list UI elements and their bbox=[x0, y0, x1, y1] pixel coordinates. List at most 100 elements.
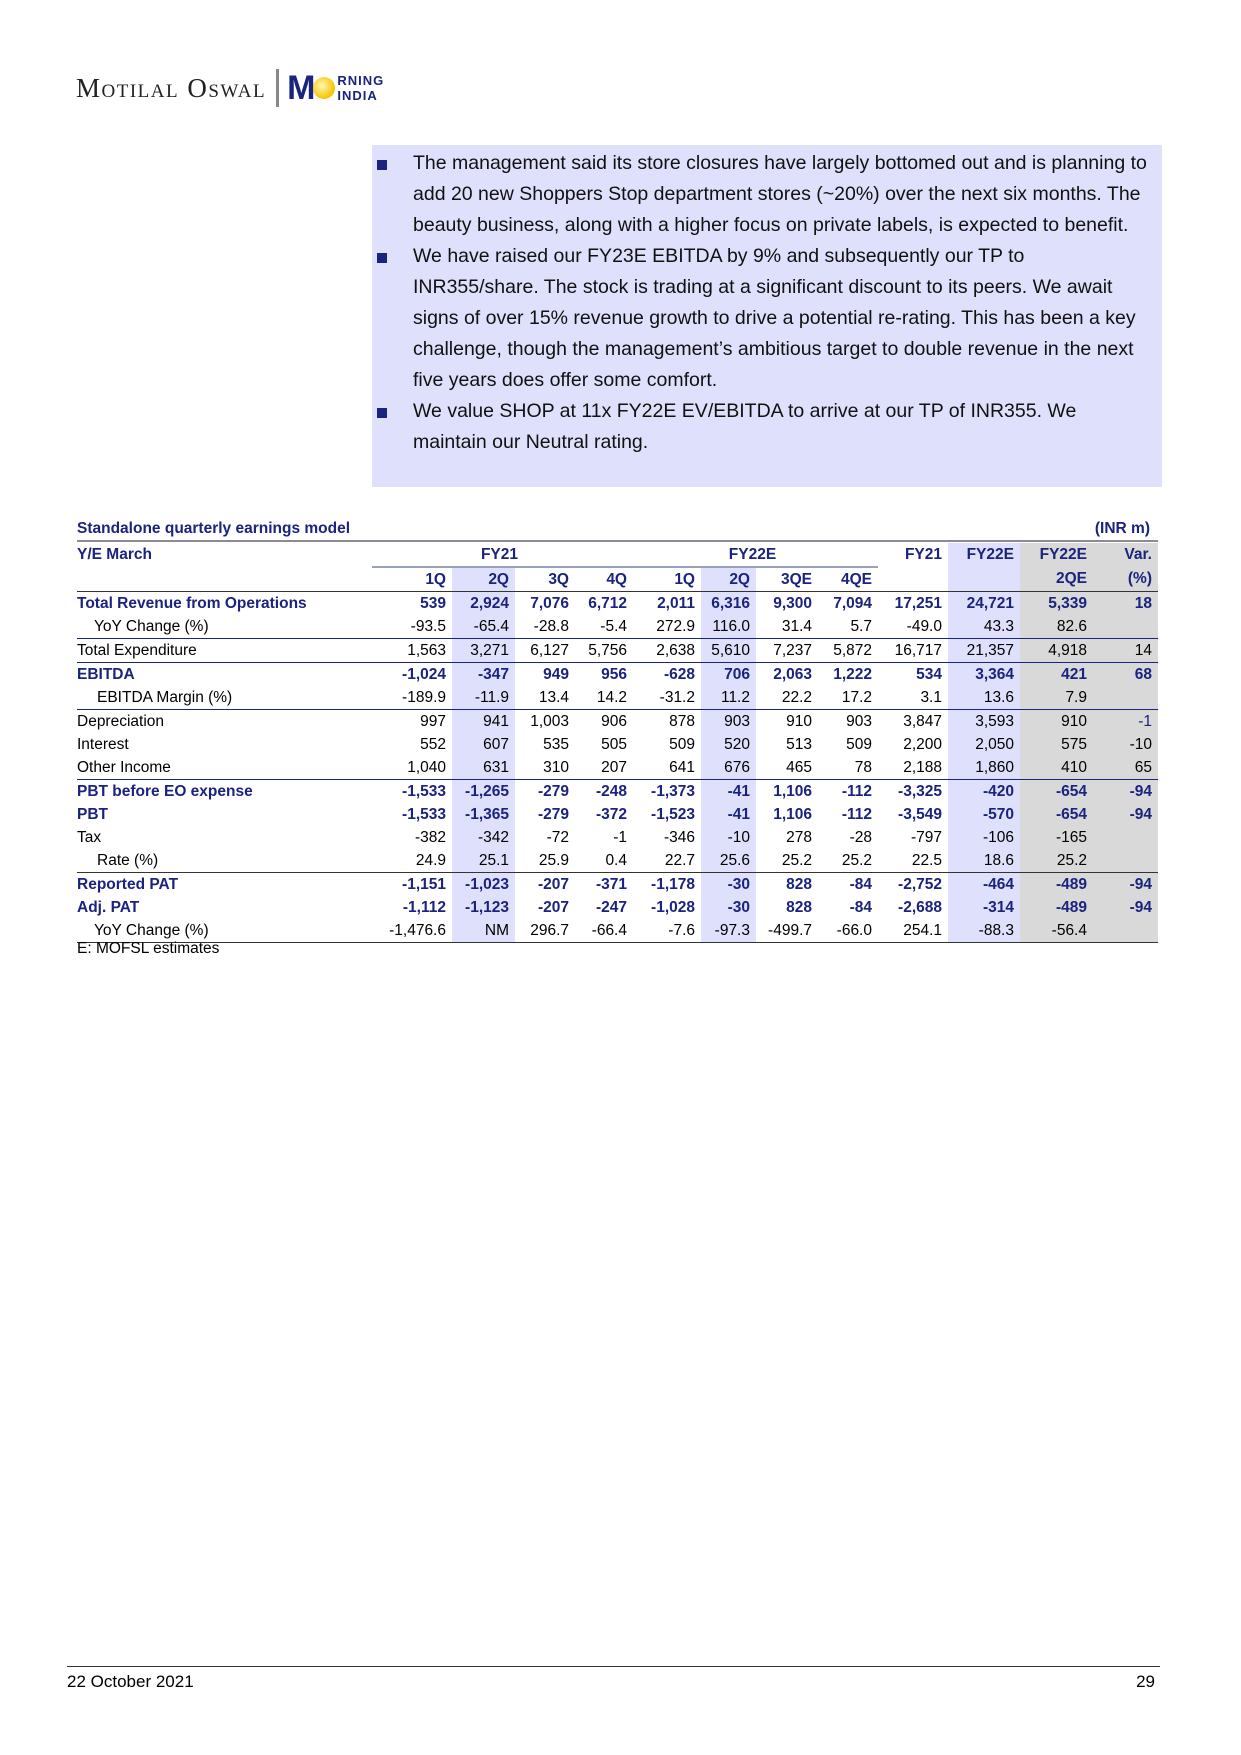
row-value: -372 bbox=[595, 805, 627, 823]
header-fy22e-2qe: FY22E bbox=[1020, 543, 1093, 567]
table-row: Adj. PAT -1,112 -1,123 -207 -247 -1,028 -30 828… bbox=[77, 896, 1158, 919]
page-number: 29 bbox=[1136, 1672, 1155, 1691]
row-value: 5,610 bbox=[701, 638, 756, 663]
header-quarter: 3QE bbox=[756, 567, 818, 592]
row-value: 3,364 bbox=[948, 662, 1020, 686]
row-value: -1 bbox=[613, 828, 627, 846]
row-value bbox=[1093, 919, 1158, 943]
row-value: 505 bbox=[601, 735, 627, 753]
earnings-table: Y/E March FY21 FY22E FY21 FY22E FY22E Var. 1Q 2Q… bbox=[77, 543, 1158, 943]
header-quarter bbox=[878, 567, 948, 592]
logo-m: M bbox=[287, 68, 316, 107]
logo-bottom: INDIA bbox=[337, 88, 378, 103]
row-value: 13.4 bbox=[515, 686, 575, 710]
row-value: -65.4 bbox=[452, 615, 515, 639]
row-value bbox=[1093, 849, 1158, 873]
footer-divider bbox=[67, 1666, 1160, 1667]
row-value: 520 bbox=[701, 733, 756, 756]
row-value: -28.8 bbox=[515, 615, 575, 639]
header-fy21-group: FY21 bbox=[372, 543, 633, 568]
table-unit: (INR m) bbox=[1094, 520, 1150, 537]
brand-logo-text: Motilal Oswal bbox=[76, 72, 267, 103]
row-label: Depreciation bbox=[77, 712, 165, 730]
row-value: 2,050 bbox=[948, 733, 1020, 756]
row-label: EBITDA Margin (%) bbox=[77, 686, 372, 710]
row-label: Tax bbox=[77, 828, 102, 846]
row-value: -66.4 bbox=[575, 919, 633, 943]
row-value: 1,106 bbox=[773, 782, 812, 800]
row-label: Adj. PAT bbox=[77, 898, 140, 916]
row-value: 14 bbox=[1093, 638, 1158, 663]
header-quarter: 1Q bbox=[633, 567, 701, 592]
bullet-point: We have raised our FY23E EBITDA by 9% an… bbox=[372, 241, 1152, 396]
row-value: 5,339 bbox=[1020, 591, 1093, 615]
row-value: 575 bbox=[1020, 733, 1093, 756]
row-value: 25.2 bbox=[818, 849, 878, 873]
row-value: -279 bbox=[537, 805, 569, 823]
table-row: Reported PAT -1,151 -1,023 -207 -371 -1,178 -3… bbox=[77, 872, 1158, 896]
row-value: 7,076 bbox=[530, 594, 569, 612]
row-value: -248 bbox=[595, 782, 627, 800]
bullet-point: The management said its store closures h… bbox=[372, 148, 1152, 241]
row-value: 310 bbox=[515, 756, 575, 780]
row-value: 17.2 bbox=[818, 686, 878, 710]
row-value: 7,237 bbox=[756, 638, 818, 663]
row-value bbox=[1093, 615, 1158, 639]
row-label: Total Revenue from Operations bbox=[77, 594, 307, 612]
row-value: 65 bbox=[1093, 756, 1158, 780]
bullet-text: We have raised our FY23E EBITDA by 9% an… bbox=[413, 245, 1136, 391]
row-value: 828 bbox=[786, 898, 812, 916]
row-value: 1,222 bbox=[833, 665, 872, 683]
table-row: EBITDA -1,024 -347 949 956 -628 706 2,063 1,222 5… bbox=[77, 662, 1158, 686]
row-value: -371 bbox=[595, 875, 627, 893]
table-row: YoY Change (%) -93.5 -65.4 -28.8 -5.4 272.9 11… bbox=[77, 615, 1158, 639]
row-value: -66.0 bbox=[818, 919, 878, 943]
row-label: Reported PAT bbox=[77, 875, 179, 893]
row-value: -84 bbox=[849, 875, 872, 893]
row-value: 2,011 bbox=[657, 594, 695, 612]
row-value: 25.6 bbox=[701, 849, 756, 873]
row-value: -570 bbox=[948, 803, 1020, 826]
row-value: 0.4 bbox=[575, 849, 633, 873]
row-value: 13.6 bbox=[948, 686, 1020, 710]
row-value: -11.9 bbox=[452, 686, 515, 710]
row-value: 17,251 bbox=[894, 594, 942, 612]
row-value: NM bbox=[452, 919, 515, 943]
row-value: 22.2 bbox=[756, 686, 818, 710]
row-value: 906 bbox=[601, 712, 627, 730]
row-value: 9,300 bbox=[773, 594, 812, 612]
header-quarter: 3Q bbox=[515, 567, 575, 592]
row-value: 5,872 bbox=[818, 638, 878, 663]
row-value: 6,316 bbox=[701, 591, 756, 615]
row-value: 31.4 bbox=[756, 615, 818, 639]
row-value: -1,023 bbox=[452, 872, 515, 896]
row-value: 676 bbox=[701, 756, 756, 780]
morning-india-logo: M RNING INDIA bbox=[287, 69, 384, 108]
header-var: Var. bbox=[1093, 543, 1158, 567]
logo: Motilal Oswal M RNING INDIA bbox=[76, 66, 384, 110]
row-value: -165 bbox=[1020, 826, 1093, 849]
row-value: 910 bbox=[786, 712, 812, 730]
row-value: 509 bbox=[669, 735, 695, 753]
row-value: -1,178 bbox=[651, 875, 695, 893]
row-value: 82.6 bbox=[1020, 615, 1093, 639]
row-value: -94 bbox=[1093, 872, 1158, 896]
header-quarter: 2Q bbox=[701, 567, 756, 592]
row-value: 997 bbox=[420, 712, 446, 730]
logo-top: RNING bbox=[337, 73, 385, 88]
header-fy22e-group: FY22E bbox=[633, 543, 878, 568]
row-value: -1,533 bbox=[402, 782, 446, 800]
table-row: PBT -1,533 -1,365 -279 -372 -1,523 -41 1,106 -11… bbox=[77, 803, 1158, 826]
row-value: 534 bbox=[916, 665, 942, 683]
row-value: 18 bbox=[1093, 591, 1158, 615]
row-value: -30 bbox=[701, 896, 756, 919]
row-value: -628 bbox=[663, 665, 695, 683]
row-value: 296.7 bbox=[515, 919, 575, 943]
header-quarter: 1Q bbox=[372, 567, 452, 592]
row-value: 3,271 bbox=[452, 638, 515, 663]
row-value: -1,265 bbox=[452, 779, 515, 803]
row-value: 903 bbox=[701, 709, 756, 733]
row-value: -30 bbox=[701, 872, 756, 896]
row-value: 2,200 bbox=[903, 735, 942, 753]
